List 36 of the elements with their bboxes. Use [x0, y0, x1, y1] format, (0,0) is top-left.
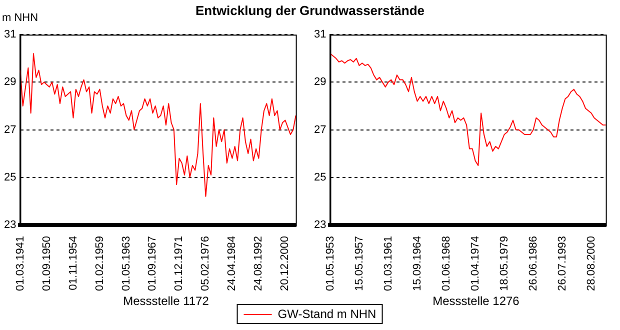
- x-tick-label: 01.05.1953: [324, 236, 336, 292]
- y-tick-label: 29: [4, 76, 16, 88]
- y-tick-label: 25: [314, 171, 326, 184]
- x-tick-label: 01.09.1967: [146, 236, 159, 292]
- x-tick-label: 01.11.1954: [67, 236, 80, 290]
- x-tick-label: 26.07.1993: [556, 236, 568, 292]
- x-axis-title: Messstelle 1276: [432, 294, 520, 308]
- y-tick-label: 27: [4, 124, 16, 136]
- y-tick-label: 31: [4, 28, 16, 41]
- x-tick-label: 05.02.1976: [200, 236, 212, 292]
- y-tick-label: 31: [314, 28, 326, 41]
- x-tick-label: 01.03.1941: [14, 236, 26, 292]
- y-tick-label: 23: [4, 218, 16, 231]
- x-tick-label: 01.09.1950: [40, 236, 53, 292]
- x-tick-label: 15.09.1964: [411, 236, 424, 292]
- x-tick-label: 26.06.1986: [527, 236, 540, 292]
- x-tick-label: 01.05.1963: [120, 236, 132, 292]
- x-tick-label: 18.05.1979: [498, 236, 510, 292]
- x-tick-label: 01.04.1974: [469, 236, 482, 292]
- x-tick-label: 01.02.1959: [94, 236, 106, 292]
- legend-label: GW-Stand m NHN: [278, 307, 376, 321]
- y-tick-label: 25: [4, 171, 16, 184]
- x-tick-label: 15.05.1957: [353, 236, 366, 292]
- x-tick-label: 28.08.2000: [585, 236, 598, 292]
- x-tick-label: 24.08.1992: [252, 236, 265, 292]
- x-tick-label: 01.06.1968: [440, 236, 452, 292]
- x-tick-label: 01.12.1971: [173, 236, 186, 292]
- y-tick-label: 29: [314, 76, 326, 88]
- chart-title: Entwicklung der Grundwasserstände: [196, 3, 424, 18]
- x-tick-label: 20.12.2000: [279, 236, 292, 292]
- y-axis-title: m NHN: [2, 12, 38, 24]
- y-tick-label: 27: [314, 124, 326, 136]
- x-tick-label: 24.04.1984: [226, 236, 238, 292]
- y-tick-label: 23: [314, 218, 326, 231]
- x-tick-label: 01.03.1961: [382, 236, 394, 292]
- x-axis-title: Messstelle 1172: [122, 294, 210, 308]
